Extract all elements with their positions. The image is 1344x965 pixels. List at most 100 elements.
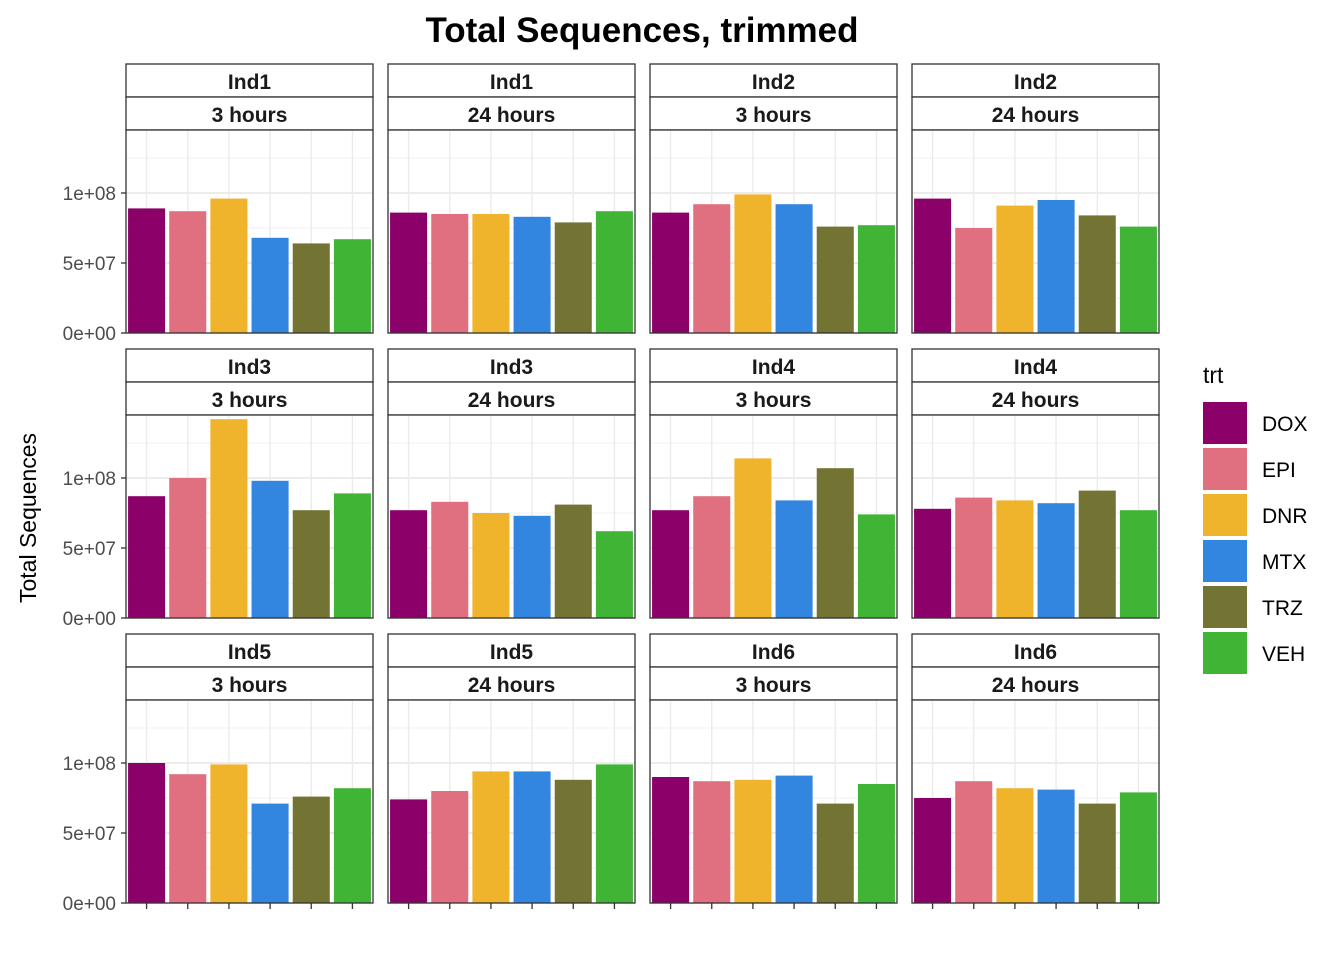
facet-label-individual: Ind4	[1014, 356, 1057, 379]
facet-strip-individual	[387, 63, 636, 98]
bar-dnr	[472, 771, 510, 903]
plot-background	[388, 415, 635, 618]
bar-veh	[1119, 226, 1157, 333]
facet-panel: Ind5 3 hours 0e+00 5e+07 1e+08	[63, 633, 374, 915]
bar-epi	[431, 214, 469, 333]
bar-trz	[1078, 215, 1116, 333]
plot-background	[388, 130, 635, 333]
y-tick-label: 5e+07	[63, 824, 116, 845]
bar-dox	[390, 510, 428, 618]
y-tick-label: 0e+00	[63, 894, 116, 915]
bar-dnr	[734, 194, 772, 333]
plot-background	[126, 130, 373, 333]
facet-strip-individual	[125, 633, 374, 668]
facet-strip-individual	[125, 348, 374, 383]
bar-veh	[333, 788, 371, 903]
bar-epi	[169, 478, 207, 618]
legend-swatch-dox	[1203, 402, 1247, 444]
bar-mtx	[513, 515, 551, 618]
bar-trz	[554, 504, 592, 618]
facet-strip-individual	[649, 348, 898, 383]
bar-mtx	[1037, 200, 1075, 333]
bar-mtx	[1037, 503, 1075, 618]
plot-background	[388, 700, 635, 903]
plot-background	[650, 130, 897, 333]
bar-trz	[1078, 490, 1116, 618]
bar-dox	[914, 798, 952, 903]
y-tick-label: 0e+00	[63, 324, 116, 345]
bar-epi	[169, 211, 207, 333]
plot-background	[126, 700, 373, 903]
facet-label-individual: Ind3	[228, 356, 271, 379]
facet-panel: Ind1 3 hours 0e+00 5e+07 1e+08	[63, 63, 374, 345]
facet-strip-time	[387, 666, 636, 701]
facet-panel: Ind4 24 hours	[911, 348, 1160, 619]
facet-label-individual: Ind6	[752, 641, 795, 664]
bar-veh	[857, 225, 895, 333]
panel-border	[911, 699, 1160, 904]
facet-strip-time	[387, 381, 636, 416]
legend-label: EPI	[1262, 459, 1296, 482]
bar-veh	[1119, 510, 1157, 618]
bar-veh	[333, 493, 371, 618]
legend-swatch-dnr	[1203, 494, 1247, 536]
facet-label-time: 24 hours	[992, 389, 1080, 412]
bar-dnr	[734, 458, 772, 618]
facet-panel: Ind4 3 hours	[649, 348, 898, 619]
facet-label-time: 3 hours	[736, 389, 812, 412]
y-tick-label: 5e+07	[63, 539, 116, 560]
facet-label-individual: Ind6	[1014, 641, 1057, 664]
facet-strip-individual	[911, 633, 1160, 668]
bar-dnr	[210, 419, 248, 618]
facet-strip-individual	[649, 63, 898, 98]
facet-panel: Ind3 3 hours 0e+00 5e+07 1e+08	[63, 348, 374, 630]
bar-epi	[693, 204, 731, 333]
bar-veh	[333, 239, 371, 333]
bar-epi	[693, 496, 731, 618]
bar-dnr	[734, 779, 772, 903]
facet-label-individual: Ind1	[490, 71, 533, 94]
facet-label-individual: Ind5	[490, 641, 533, 664]
legend-label: MTX	[1262, 551, 1306, 574]
y-tick-label: 0e+00	[63, 609, 116, 630]
plot-background	[650, 700, 897, 903]
facet-panel: Ind2 3 hours	[649, 63, 898, 334]
plot-background	[912, 700, 1159, 903]
bar-trz	[816, 468, 854, 618]
bar-mtx	[1037, 789, 1075, 903]
bar-trz	[554, 222, 592, 333]
facet-label-time: 24 hours	[992, 104, 1080, 127]
bar-veh	[857, 514, 895, 618]
facet-strip-individual	[387, 633, 636, 668]
facet-label-individual: Ind2	[1014, 71, 1057, 94]
bar-trz	[816, 226, 854, 333]
panel-border	[387, 699, 636, 904]
facet-strip-time	[649, 96, 898, 131]
legend-label: DNR	[1262, 505, 1308, 528]
bar-veh	[595, 764, 633, 903]
y-tick-label: 1e+08	[63, 754, 116, 775]
facet-label-time: 24 hours	[992, 674, 1080, 697]
bar-mtx	[513, 216, 551, 333]
panel-border	[125, 414, 374, 619]
y-tick-label: 1e+08	[63, 469, 116, 490]
bar-epi	[955, 497, 993, 618]
facet-strip-individual	[125, 63, 374, 98]
y-tick-label: 5e+07	[63, 254, 116, 275]
facet-strip-individual	[911, 348, 1160, 383]
facet-label-time: 24 hours	[468, 104, 556, 127]
facet-label-time: 24 hours	[468, 389, 556, 412]
bar-veh	[857, 784, 895, 903]
bar-dnr	[210, 198, 248, 333]
facet-label-time: 24 hours	[468, 674, 556, 697]
panel-border	[649, 699, 898, 904]
plot-background	[126, 415, 373, 618]
facet-label-individual: Ind1	[228, 71, 271, 94]
legend-swatch-veh	[1203, 632, 1247, 674]
legend-swatch-trz	[1203, 586, 1247, 628]
bar-trz	[292, 510, 330, 618]
panel-border	[911, 414, 1160, 619]
legend-items: DOX EPI DNR MTX TRZ VEH	[1203, 402, 1308, 674]
bar-epi	[431, 791, 469, 903]
legend-swatch-epi	[1203, 448, 1247, 490]
